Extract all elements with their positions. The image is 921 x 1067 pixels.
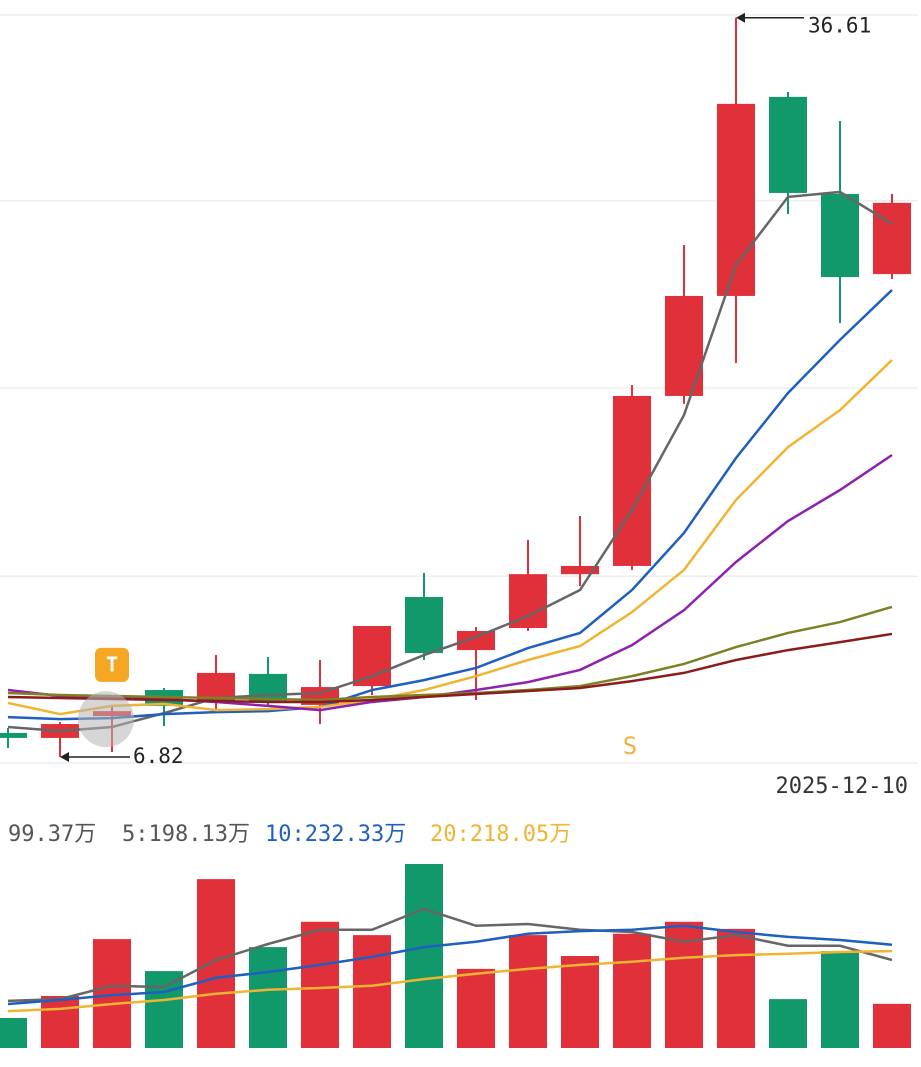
ma-line [7,190,893,733]
ma-line [7,359,893,716]
candle-body [769,96,807,193]
volume-bar [717,928,755,1048]
legend-item: 5:198.13万 [122,822,250,847]
marker-badge [95,647,129,682]
candle-body [405,596,443,654]
marker-ring [78,691,134,748]
ma-line [7,453,893,712]
legend-item: 10:232.33万 [265,822,406,847]
candle-body [613,395,651,566]
candle-body [249,673,287,702]
ma-line [7,949,893,1013]
candle-body [561,565,599,575]
candle-body [509,574,547,628]
volume-bar [873,1003,911,1048]
legend-item: 20:218.05万 [430,822,571,847]
volume-bar [561,956,599,1048]
candle-body [873,202,911,275]
volume-bar [613,933,651,1048]
candle-body [821,193,859,278]
min-arrowhead [60,752,69,763]
volume-bar [197,879,235,1048]
candle-body [0,732,27,738]
ma-line [7,605,893,702]
volume-bar [0,1018,27,1048]
volume-bar [509,935,547,1048]
max-label: 36.61 [808,14,871,38]
volume-bar [41,996,79,1048]
ma-line [7,924,893,1006]
candle-body [665,295,703,396]
marker-label: S [623,732,637,760]
legend-item: 99.37万 [8,822,96,847]
candle-body [457,630,495,651]
marker-label: T [106,652,118,676]
volume-bar [457,968,495,1048]
volume-bar [145,971,183,1048]
min-label: 6.82 [133,744,184,768]
volume-bar [769,999,807,1048]
volume-bar [821,951,859,1048]
ma-line [7,632,893,704]
max-arrowhead [736,12,745,23]
volume-bar [353,935,391,1048]
volume-bar [249,947,287,1048]
x-tick-label: 2025-12-10 [776,774,908,799]
volume-bar [405,864,443,1048]
ma-line [7,907,893,1003]
ma-line [7,289,893,721]
volume-bar [301,921,339,1048]
